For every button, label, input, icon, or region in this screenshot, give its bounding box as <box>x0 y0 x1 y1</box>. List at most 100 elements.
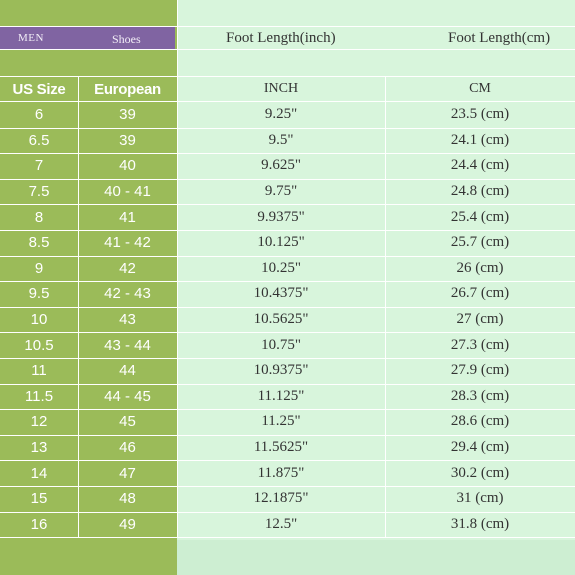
cell-inch: 11.125" <box>257 387 305 404</box>
men-label: MEN <box>18 32 44 44</box>
row-divider <box>0 435 575 436</box>
cell-european: 40 <box>119 157 136 175</box>
column-header-inch: INCH <box>263 81 299 96</box>
row-divider <box>0 486 575 487</box>
row-divider <box>0 230 575 231</box>
row-divider <box>0 281 575 282</box>
right-panel <box>177 0 575 575</box>
cell-european: 41 <box>119 208 136 226</box>
men-shoes-bar: MEN Shoes <box>0 27 175 49</box>
row-divider <box>0 332 575 333</box>
cell-inch: 10.125" <box>257 234 305 251</box>
cell-us-size: 8 <box>34 208 44 226</box>
cell-us-size: 13 <box>30 439 48 457</box>
cell-cm: 28.6 (cm) <box>450 413 510 430</box>
foot-length-inch-heading: Foot Length(inch) <box>226 30 336 46</box>
cell-european: 40 - 41 <box>104 183 151 201</box>
cell-cm: 31 (cm) <box>456 490 504 507</box>
cell-us-size: 15 <box>30 490 48 508</box>
column-divider <box>177 0 178 537</box>
cell-european: 45 <box>119 413 136 431</box>
cell-cm: 25.4 (cm) <box>450 208 510 225</box>
cell-cm: 27.9 (cm) <box>450 362 510 379</box>
cell-us-size: 10 <box>30 311 48 329</box>
cell-european: 43 - 44 <box>104 336 151 354</box>
row-divider <box>0 49 575 50</box>
cell-cm: 31.8 (cm) <box>450 515 510 532</box>
cell-us-size: 16 <box>30 515 48 533</box>
cell-european: 48 <box>119 490 136 508</box>
cell-inch: 12.5" <box>264 515 298 532</box>
column-header-us-size: US Size <box>12 80 66 98</box>
cell-us-size: 7 <box>34 157 44 175</box>
cell-us-size: 6.5 <box>28 131 50 149</box>
cell-us-size: 9.5 <box>28 285 50 303</box>
row-divider <box>0 307 575 308</box>
column-divider <box>78 77 79 537</box>
cell-cm: 28.3 (cm) <box>450 387 510 404</box>
cell-us-size: 10.5 <box>24 336 54 354</box>
cell-inch: 11.5625" <box>253 439 309 456</box>
cell-cm: 26.7 (cm) <box>450 285 510 302</box>
row-divider <box>0 76 575 77</box>
cell-inch: 10.75" <box>261 336 301 353</box>
cell-inch: 9.5" <box>268 131 294 148</box>
cell-inch: 9.625" <box>261 157 301 174</box>
cell-european: 46 <box>119 439 136 457</box>
cell-cm: 30.2 (cm) <box>450 464 510 481</box>
cell-us-size: 11 <box>31 362 47 380</box>
cell-us-size: 11.5 <box>24 387 54 405</box>
cell-inch: 10.25" <box>261 259 301 276</box>
cell-european: 49 <box>119 515 136 533</box>
cell-european: 47 <box>119 464 136 482</box>
foot-length-cm-heading: Foot Length(cm) <box>448 30 551 46</box>
cell-us-size: 12 <box>30 413 48 431</box>
cell-us-size: 14 <box>30 464 48 482</box>
column-header-cm: CM <box>469 81 491 96</box>
cell-cm: 27 (cm) <box>456 311 504 328</box>
cell-inch: 9.9375" <box>257 208 305 225</box>
right-bottom-band <box>177 540 575 575</box>
cell-cm: 23.5 (cm) <box>450 106 510 123</box>
cell-cm: 24.8 (cm) <box>450 183 510 200</box>
cell-us-size: 6 <box>34 106 44 124</box>
cell-inch: 12.1875" <box>253 490 309 507</box>
row-divider <box>0 256 575 257</box>
column-header-european: European <box>94 80 161 98</box>
cell-european: 42 - 43 <box>104 285 151 303</box>
cell-us-size: 8.5 <box>28 234 50 252</box>
cell-us-size: 9 <box>34 259 44 277</box>
row-divider <box>0 358 575 359</box>
cell-inch: 10.9375" <box>253 362 309 379</box>
row-divider <box>0 179 575 180</box>
cell-european: 44 - 45 <box>104 387 151 405</box>
cell-european: 41 - 42 <box>104 234 151 252</box>
row-divider <box>0 537 575 538</box>
column-divider <box>385 77 386 537</box>
row-divider <box>0 26 575 27</box>
cell-european: 39 <box>119 106 136 124</box>
row-divider <box>0 512 575 513</box>
cell-european: 44 <box>119 362 136 380</box>
row-divider <box>0 204 575 205</box>
cell-cm: 24.4 (cm) <box>450 157 510 174</box>
cell-inch: 10.4375" <box>253 285 309 302</box>
cell-inch: 11.875" <box>257 464 305 481</box>
shoes-label: Shoes <box>112 32 141 46</box>
cell-european: 42 <box>119 259 136 277</box>
cell-inch: 9.75" <box>264 183 298 200</box>
row-divider <box>0 384 575 385</box>
cell-cm: 24.1 (cm) <box>450 131 510 148</box>
cell-inch: 10.5625" <box>253 311 309 328</box>
cell-european: 43 <box>119 311 136 329</box>
cell-us-size: 7.5 <box>28 183 50 201</box>
row-divider <box>0 153 575 154</box>
left-panel <box>0 0 177 575</box>
row-divider <box>0 409 575 410</box>
cell-cm: 26 (cm) <box>456 259 504 276</box>
cell-inch: 9.25" <box>264 106 298 123</box>
row-divider <box>0 101 575 102</box>
cell-cm: 27.3 (cm) <box>450 336 510 353</box>
cell-inch: 11.25" <box>261 413 301 430</box>
